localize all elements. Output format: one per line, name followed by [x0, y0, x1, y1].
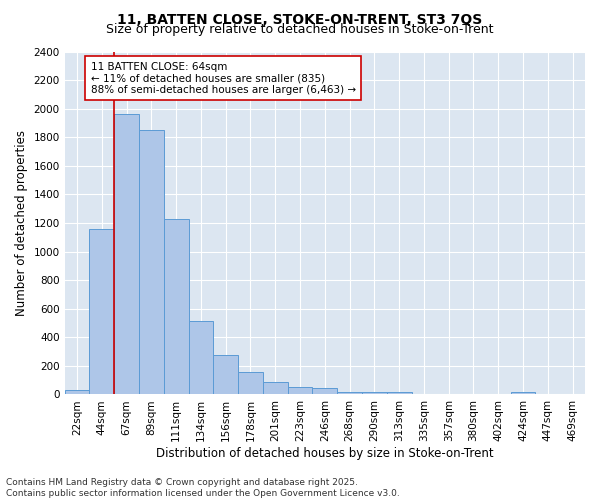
Y-axis label: Number of detached properties: Number of detached properties [15, 130, 28, 316]
Bar [65, 390, 89, 394]
Bar [337, 392, 362, 394]
Bar [164, 218, 188, 394]
Text: 11 BATTEN CLOSE: 64sqm
← 11% of detached houses are smaller (835)
88% of semi-de: 11 BATTEN CLOSE: 64sqm ← 11% of detached… [91, 62, 356, 94]
Bar [287, 388, 313, 394]
Bar [139, 130, 164, 394]
Bar [313, 388, 337, 394]
Bar [263, 382, 287, 394]
Bar [89, 228, 114, 394]
Bar [362, 392, 387, 394]
Text: Size of property relative to detached houses in Stoke-on-Trent: Size of property relative to detached ho… [106, 22, 494, 36]
Text: 11, BATTEN CLOSE, STOKE-ON-TRENT, ST3 7QS: 11, BATTEN CLOSE, STOKE-ON-TRENT, ST3 7Q… [118, 12, 482, 26]
X-axis label: Distribution of detached houses by size in Stoke-on-Trent: Distribution of detached houses by size … [156, 447, 494, 460]
Bar [114, 114, 139, 394]
Bar [214, 355, 238, 395]
Bar [387, 392, 412, 394]
Text: Contains HM Land Registry data © Crown copyright and database right 2025.
Contai: Contains HM Land Registry data © Crown c… [6, 478, 400, 498]
Bar [188, 321, 214, 394]
Bar [511, 392, 535, 394]
Bar [238, 372, 263, 394]
